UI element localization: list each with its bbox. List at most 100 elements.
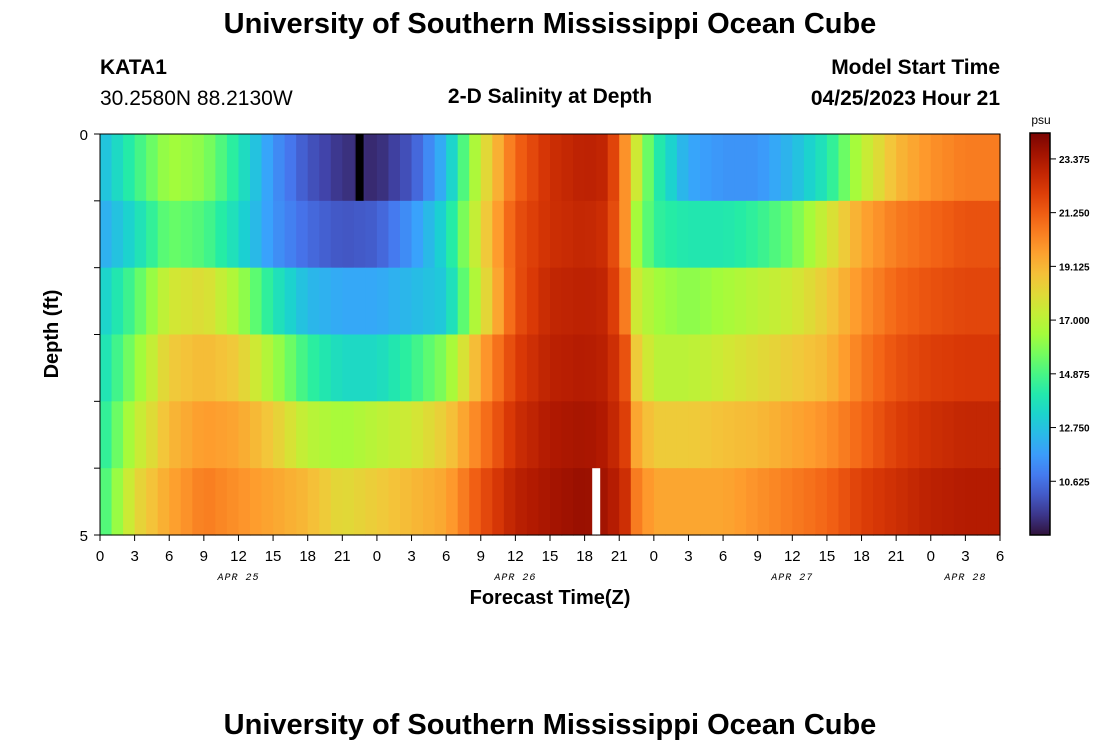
heatmap-cell [619, 267, 632, 336]
heatmap-cell [192, 401, 205, 469]
heatmap-cell [215, 200, 228, 269]
heatmap-cell [596, 267, 609, 336]
heatmap-cell [930, 468, 943, 536]
heatmap-markers [355, 134, 601, 535]
heatmap-cell [746, 134, 759, 202]
heatmap-cell [238, 200, 251, 269]
heatmap-cell [734, 134, 747, 202]
heatmap-cell [457, 200, 470, 269]
heatmap-cell [307, 334, 320, 402]
heatmap-cell [700, 401, 713, 469]
heatmap-cell [965, 401, 978, 469]
heatmap-cell [734, 468, 747, 536]
heatmap-cell [250, 267, 263, 336]
heatmap-cell [850, 134, 863, 202]
heatmap-cell [896, 401, 909, 469]
plot-title: 2-D Salinity at Depth [447, 85, 653, 108]
heatmap-cell [365, 267, 378, 336]
heatmap-cell [919, 267, 932, 336]
heatmap-cell [942, 200, 955, 269]
heatmap-cell [492, 468, 505, 536]
heatmap-cell [919, 134, 932, 202]
heatmap-cell [792, 200, 805, 269]
heatmap-cell [642, 200, 655, 269]
heatmap-cell [907, 267, 920, 336]
heatmap-cell [861, 200, 874, 269]
heatmap-cell [342, 134, 355, 202]
heatmap-cell [319, 267, 332, 336]
heatmap-cell [238, 267, 251, 336]
heatmap-cell [238, 134, 251, 202]
heatmap-cell [376, 134, 390, 202]
heatmap-cell [434, 267, 447, 336]
heatmap-cell [688, 200, 701, 269]
heatmap-cell [134, 334, 147, 402]
heatmap-cell [538, 334, 551, 402]
heatmap-cell [711, 267, 724, 336]
heatmap-cell [330, 267, 343, 336]
heatmap-cell [400, 334, 413, 402]
heatmap-cell [376, 200, 390, 269]
x-tick-label: 15 [542, 548, 559, 565]
heatmap-cell [596, 134, 609, 202]
heatmap-cell [653, 468, 666, 536]
colorbar-tick-label: 21.250 [1059, 209, 1090, 220]
heatmap-cell [965, 267, 978, 336]
heatmap-cell [307, 401, 320, 469]
heatmap-cell [146, 200, 159, 269]
heatmap-cell [561, 334, 574, 402]
x-tick-label: 6 [442, 548, 450, 565]
heatmap-cell [723, 401, 736, 469]
heatmap-cell [896, 468, 909, 536]
x-tick-label: 0 [373, 548, 381, 565]
heatmap-cell [688, 134, 701, 202]
heatmap-cell [676, 401, 690, 469]
heatmap-cell [515, 267, 528, 336]
heatmap-cell [884, 200, 897, 269]
heatmap-cell [873, 401, 886, 469]
heatmap-cell [480, 134, 493, 202]
heatmap-cell [976, 334, 990, 402]
heatmap-cell [665, 134, 678, 202]
heatmap-cell [607, 401, 620, 469]
heatmap-cell [630, 468, 643, 536]
heatmap-cell [203, 134, 216, 202]
heatmap-cell [134, 267, 147, 336]
heatmap-cell [192, 334, 205, 402]
heatmap-cell [757, 468, 770, 536]
heatmap-cell [180, 134, 193, 202]
heatmap-cell [526, 134, 540, 202]
heatmap-cell [619, 468, 632, 536]
heatmap-cell [365, 334, 378, 402]
heatmap-cell [573, 334, 586, 402]
heatmap-cell [757, 267, 770, 336]
heatmap-cell [930, 267, 943, 336]
heatmap-cell [146, 267, 159, 336]
model-start-value: 04/25/2023 Hour 21 [810, 87, 1000, 110]
heatmap-cell [803, 468, 816, 536]
heatmap-cell [238, 334, 251, 402]
heatmap-cell [769, 401, 782, 469]
heatmap-cell [596, 200, 609, 269]
x-tick-label: 12 [230, 548, 247, 565]
heatmap-cell [896, 200, 909, 269]
heatmap-cell [180, 200, 193, 269]
heatmap-cell [584, 134, 597, 202]
heatmap-cell [573, 468, 586, 536]
heatmap-cell [157, 468, 170, 536]
heatmap-cell [942, 468, 955, 536]
heatmap-cell [803, 267, 816, 336]
heatmap-cell [976, 468, 990, 536]
heatmap-cell [723, 468, 736, 536]
heatmap-cell [457, 401, 470, 469]
heatmap-cell [896, 334, 909, 402]
x-tick-label: 18 [576, 548, 593, 565]
heatmap-cell [261, 401, 274, 469]
heatmap-cell [423, 134, 436, 202]
heatmap-cell [653, 134, 666, 202]
heatmap-cell [896, 267, 909, 336]
heatmap-cell [896, 134, 909, 202]
heatmap-cell [942, 401, 955, 469]
heatmap-cell [780, 200, 793, 269]
heatmap-cell [146, 334, 159, 402]
